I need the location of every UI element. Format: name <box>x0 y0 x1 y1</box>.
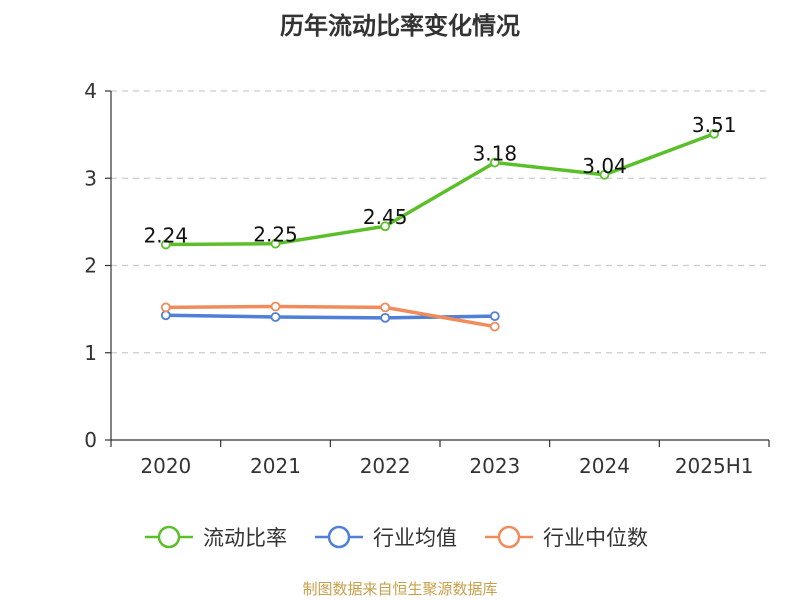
data-label: 3.51 <box>692 113 737 137</box>
data-point[interactable] <box>489 321 500 332</box>
y-tick-label: 4 <box>84 79 97 103</box>
x-tick-label: 2025H1 <box>675 454 754 478</box>
legend-marker-icon <box>497 525 521 549</box>
legend-marker-icon <box>327 525 351 549</box>
data-point[interactable] <box>380 221 391 232</box>
series-line <box>165 132 715 247</box>
data-point[interactable] <box>489 311 500 322</box>
x-tick-label: 2022 <box>360 454 411 478</box>
data-point[interactable] <box>270 312 281 322</box>
chart-title: 历年流动比率变化情况 <box>280 12 520 40</box>
y-tick-label: 3 <box>84 166 97 190</box>
axes: 0 1 2 3 4 2020 2021 2022 2023 2024 2025H1 <box>84 79 770 478</box>
data-label: 2.24 <box>144 224 189 248</box>
series-lines <box>160 128 720 332</box>
data-point[interactable] <box>380 302 391 313</box>
data-label: 3.18 <box>473 142 518 166</box>
legend-label: 流动比率 <box>203 526 287 550</box>
y-tick-label: 1 <box>84 341 97 365</box>
grid-lines <box>111 90 769 354</box>
data-labels: 2.24 2.25 2.45 3.18 3.04 3.51 <box>144 113 737 248</box>
data-label: 2.45 <box>363 205 408 229</box>
data-label: 3.04 <box>582 154 627 178</box>
data-point[interactable] <box>599 169 610 180</box>
legend-marker-icon <box>157 525 181 549</box>
data-point[interactable] <box>160 310 171 321</box>
legend-label: 行业中位数 <box>543 526 648 550</box>
source-note: 制图数据来自恒生聚源数据库 <box>302 580 498 598</box>
data-point[interactable] <box>270 301 281 312</box>
series-line <box>165 304 496 329</box>
data-point[interactable] <box>160 302 171 313</box>
legend-item[interactable]: 行业均值 <box>315 525 457 550</box>
x-tick-label: 2020 <box>140 454 191 478</box>
data-point[interactable] <box>270 238 281 249</box>
legend-item[interactable]: 行业中位数 <box>485 525 648 550</box>
legend-label: 行业均值 <box>373 526 457 550</box>
data-point[interactable] <box>160 239 171 250</box>
x-tick-label: 2021 <box>250 454 301 478</box>
legend-item[interactable]: 流动比率 <box>145 525 287 550</box>
data-point[interactable] <box>709 128 720 139</box>
y-tick-label: 0 <box>84 428 97 452</box>
x-tick-label: 2024 <box>579 454 630 478</box>
data-label: 2.25 <box>253 223 298 247</box>
y-tick-label: 2 <box>84 254 97 278</box>
data-point[interactable] <box>489 157 500 168</box>
data-point[interactable] <box>380 312 391 323</box>
x-tick-label: 2023 <box>469 454 520 478</box>
legend[interactable]: 流动比率 行业均值 行业中位数 <box>145 525 648 550</box>
